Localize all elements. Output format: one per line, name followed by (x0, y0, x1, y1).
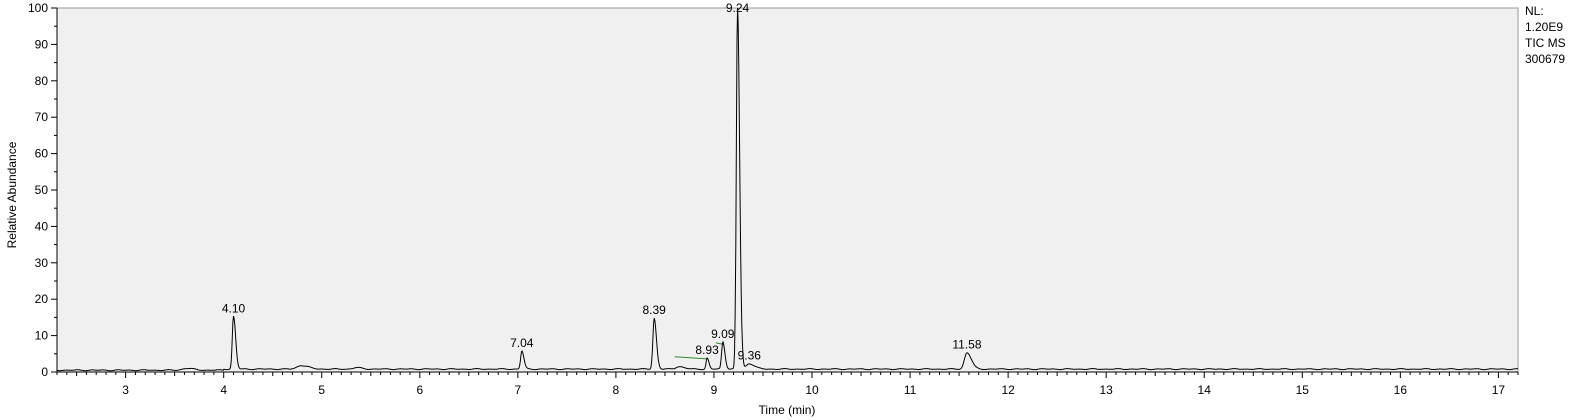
peak-label: 8.39 (642, 303, 666, 317)
peak-label: 9.36 (738, 349, 762, 363)
y-tick-label: 60 (35, 147, 49, 161)
x-tick-label: 8 (613, 383, 620, 397)
x-tick-label: 15 (1296, 383, 1310, 397)
peak-label: 11.58 (952, 338, 981, 352)
y-tick-label: 40 (35, 219, 49, 233)
peak-labels: 4.10 7.04 8.39 8.93 9.09 9.24 9.36 11.58 (222, 1, 982, 363)
nl-value: 1.20E9 (1525, 20, 1564, 34)
tic-trace (56, 7, 1519, 372)
y-tick-label: 0 (41, 365, 48, 379)
y-tick-label: 30 (35, 256, 49, 270)
y-tick-label: 20 (35, 292, 49, 306)
x-tick-label: 9 (711, 383, 718, 397)
x-axis-ticks: 3 4 5 6 7 8 9 10 11 12 13 14 15 16 17 (56, 372, 1519, 397)
plot-area (56, 7, 1519, 373)
x-tick-label: 13 (1099, 383, 1113, 397)
peak-label: 9.24 (726, 1, 750, 15)
peak-label: 7.04 (510, 336, 534, 350)
x-tick-label: 7 (515, 383, 522, 397)
x-tick-label: 4 (220, 383, 227, 397)
peak-label: 4.10 (222, 301, 246, 315)
y-axis-label: Relative Abundance (5, 141, 19, 248)
x-tick-label: 17 (1492, 383, 1506, 397)
x-tick-label: 16 (1394, 383, 1408, 397)
x-axis-label: Time (min) (759, 403, 816, 417)
y-tick-label: 90 (35, 37, 49, 51)
sample-id: 300679 (1525, 52, 1566, 66)
peak-label: 9.09 (711, 327, 735, 341)
y-axis-ticks: 0 10 20 30 40 50 60 70 80 90 100 (28, 1, 57, 379)
y-tick-label: 50 (35, 183, 49, 197)
x-tick-label: 12 (1001, 383, 1015, 397)
y-tick-label: 70 (35, 110, 49, 124)
x-tick-label: 10 (805, 383, 819, 397)
x-tick-label: 3 (122, 383, 129, 397)
nl-label: NL: (1525, 4, 1544, 18)
y-tick-label: 100 (28, 1, 48, 15)
x-tick-label: 11 (904, 383, 917, 397)
y-tick-label: 80 (35, 74, 49, 88)
scan-info: NL: 1.20E9 TIC MS 300679 (1525, 3, 1566, 67)
x-tick-label: 6 (416, 383, 423, 397)
y-tick-label: 10 (35, 329, 49, 343)
scan-type: TIC MS (1525, 36, 1566, 50)
integration-line-0 (674, 356, 708, 360)
peak-label: 8.93 (695, 343, 719, 357)
x-tick-label: 14 (1198, 383, 1212, 397)
x-tick-label: 5 (318, 383, 325, 397)
